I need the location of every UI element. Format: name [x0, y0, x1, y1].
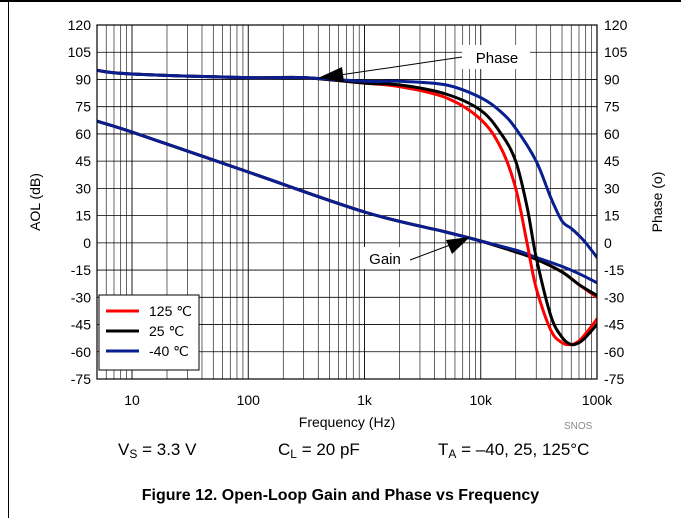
vs-value: = 3.3 V: [137, 440, 197, 459]
legend-entry-label: -40 ℃: [149, 343, 189, 359]
phase-annotation-leader: [339, 56, 463, 76]
y-tick-label-right: 30: [604, 180, 620, 196]
gain-arrowhead-icon: [446, 237, 470, 254]
y-tick-label-left: 60: [75, 126, 91, 142]
temperature-condition: TA = –40, 25, 125°C: [438, 440, 589, 461]
supply-voltage-condition: VS = 3.3 V: [118, 440, 196, 461]
phase-annotation-label: Phase: [476, 50, 519, 67]
gain-annotation-bg: [360, 247, 410, 269]
y-tick-label-right: -60: [604, 344, 624, 360]
y-tick-label-right: 105: [604, 44, 628, 60]
y-tick-label-left: -60: [71, 344, 91, 360]
vs-symbol: V: [118, 440, 130, 459]
cl-value: = 20 pF: [296, 440, 360, 459]
x-tick-label: 100: [237, 392, 261, 408]
x-axis-label: Frequency (Hz): [299, 414, 395, 430]
left-border: [8, 0, 9, 518]
series-lines: [97, 68, 597, 347]
legend-entry-label: 25 ℃: [149, 323, 184, 339]
y-axis-label-right: Phase (ο): [649, 172, 665, 233]
y-tick-label-left: -45: [71, 317, 91, 333]
y-tick-label-left: -75: [71, 371, 91, 387]
y-axis-label-left: AOL (dB): [27, 173, 43, 231]
open-loop-gain-phase-chart: -75 -75 -60 -60 -45 -45 -30 -30 -15 -15 0 0 15 15 30 30…: [27, 17, 665, 430]
y-tick-label-right: 0: [604, 235, 612, 251]
legend: 125 ℃ 25 ℃ -40 ℃: [98, 294, 200, 371]
y-tick-label-right: -30: [604, 289, 624, 305]
tick-labels: -75 -75 -60 -60 -45 -45 -30 -30 -15 -15 0 0 15 15 30 30…: [68, 17, 628, 408]
y-tick-label-right: 45: [604, 153, 620, 169]
y-tick-label-left: 0: [83, 235, 91, 251]
y-tick-label-right: 15: [604, 208, 620, 224]
y-tick-label-right: -15: [604, 262, 624, 278]
x-tick-label: 10: [124, 392, 140, 408]
top-border: [0, 0, 681, 2]
gain-line--40: [97, 119, 597, 285]
doc-watermark: SNOS: [564, 421, 593, 432]
cl-subscript: L: [290, 447, 297, 461]
y-tick-label-left: 45: [75, 153, 91, 169]
y-tick-label-left: 105: [68, 44, 92, 60]
load-capacitance-condition: CL = 20 pF: [278, 440, 360, 461]
vs-subscript: S: [129, 447, 138, 461]
gain-annotation-leader: [409, 244, 451, 261]
phase-line--40: [97, 68, 597, 259]
ta-symbol: T: [438, 440, 449, 459]
y-tick-label-left: -30: [71, 289, 91, 305]
y-tick-label-right: 60: [604, 126, 620, 142]
gain-line-125: [97, 119, 597, 299]
ta-subscript: A: [448, 447, 457, 461]
legend-entry-label: 125 ℃: [149, 303, 192, 319]
y-tick-label-left: 30: [75, 180, 91, 196]
ta-value: = –40, 25, 125°C: [456, 440, 590, 459]
y-tick-label-right: -45: [604, 317, 624, 333]
y-tick-label-right: 90: [604, 71, 620, 87]
y-tick-label-left: 120: [68, 17, 92, 33]
x-tick-label: 10k: [469, 392, 493, 408]
y-tick-label-right: 75: [604, 99, 620, 115]
phase-arrowhead-icon: [318, 67, 344, 82]
y-tick-label-left: 15: [75, 208, 91, 224]
annotations: Phase Gain: [318, 45, 530, 269]
y-tick-label-left: 75: [75, 99, 91, 115]
cl-symbol: C: [278, 440, 291, 459]
gain-annotation-label: Gain: [369, 251, 401, 268]
y-tick-label-right: -75: [604, 371, 624, 387]
y-tick-label-left: 90: [75, 71, 91, 87]
phase-annotation-bg: [462, 45, 530, 69]
y-tick-label-right: 120: [604, 17, 628, 33]
x-tick-label: 100k: [582, 392, 613, 408]
figure-caption: Figure 12. Open-Loop Gain and Phase vs F…: [141, 487, 540, 504]
plot-border: [96, 24, 598, 380]
x-tick-label: 1k: [357, 392, 373, 408]
y-tick-label-left: -15: [71, 262, 91, 278]
